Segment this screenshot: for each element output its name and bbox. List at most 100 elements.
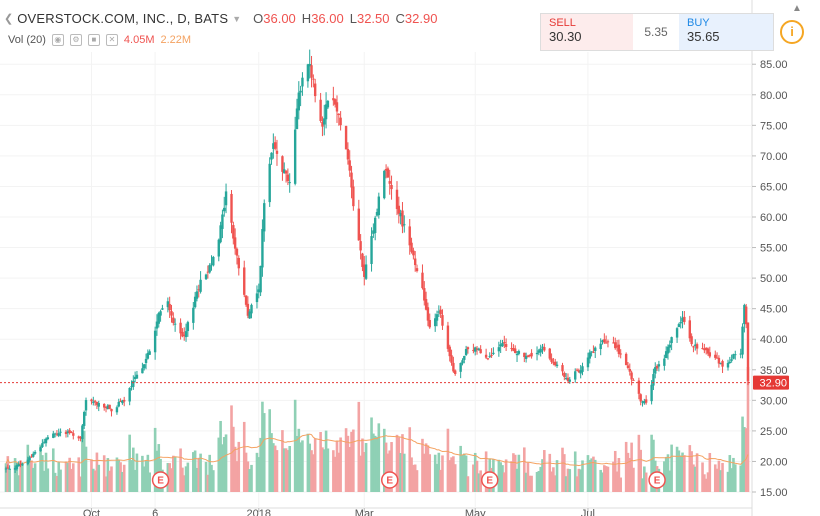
volume-bar <box>715 468 719 492</box>
candle-body <box>268 163 271 203</box>
candle-body <box>683 316 686 323</box>
volume-bar <box>477 473 481 492</box>
volume-bar <box>437 452 441 492</box>
source-icon[interactable]: ■ <box>87 34 100 46</box>
volume-bar <box>552 467 555 492</box>
candle-body <box>84 400 88 411</box>
candle-body <box>193 296 197 308</box>
open-value: 36.00 <box>263 11 296 26</box>
price-axis[interactable]: 15.00 20.00 25.00 30.00 35.00 40.00 45.00 50.00… <box>752 59 788 499</box>
volume-bar <box>364 443 368 492</box>
earnings-marker[interactable]: E <box>481 471 499 489</box>
candle-body <box>59 431 62 433</box>
earnings-marker[interactable]: E <box>151 471 170 489</box>
last-price-label: 32.90 <box>753 375 789 390</box>
eye-icon[interactable]: ◉ <box>51 34 64 46</box>
candle-body <box>123 399 126 402</box>
volume-bar <box>733 464 737 492</box>
candle-body <box>148 351 151 355</box>
candle-body <box>4 468 8 470</box>
volume-bar <box>53 472 57 492</box>
candle-body <box>464 349 468 356</box>
candle-body <box>492 352 495 355</box>
candle-body <box>370 236 373 264</box>
y-tick-label: 60.00 <box>760 212 788 224</box>
candle-body <box>397 205 401 214</box>
candle-body <box>115 407 119 413</box>
candle-body <box>555 364 559 367</box>
volume-bar <box>362 452 366 492</box>
volume-bar <box>643 466 646 492</box>
volume-bar <box>466 476 470 492</box>
collapse-legend-icon[interactable]: ❮ <box>4 13 14 25</box>
collapse-chevron-icon[interactable]: ▲ <box>792 3 802 14</box>
candle-body <box>33 451 37 454</box>
candle-body <box>26 459 30 465</box>
close-icon[interactable]: ✕ <box>105 34 118 46</box>
trade-panel: SELL 30.30 5.35 BUY 35.65 <box>540 13 774 51</box>
symbol-title[interactable]: OVERSTOCK.COM, INC., D, BATS <box>17 11 229 26</box>
candle-body <box>679 321 682 324</box>
candle-body <box>313 83 317 97</box>
settings-icon[interactable]: ⚙ <box>69 34 82 46</box>
candle-body <box>135 374 139 379</box>
candle-body <box>539 348 542 353</box>
buy-button[interactable]: BUY 35.65 <box>679 14 773 50</box>
volume-bar <box>257 457 261 492</box>
candle-body <box>97 403 100 407</box>
candle-body <box>223 207 226 212</box>
volume-bar <box>628 457 632 492</box>
volume-bar <box>157 444 161 492</box>
candle-body <box>715 357 719 359</box>
volume-bar <box>706 472 710 492</box>
candle-body <box>153 330 157 353</box>
volume-bar <box>624 441 628 492</box>
volume-bar <box>282 448 286 492</box>
candle-body <box>586 357 590 368</box>
volume-bar <box>415 470 419 492</box>
volume-bar <box>639 449 643 492</box>
volume-bar <box>261 401 264 492</box>
candle-body <box>664 351 668 358</box>
candle-body <box>543 347 546 351</box>
volume-bar <box>250 464 253 492</box>
candle-body <box>548 348 551 359</box>
candle-body <box>132 380 135 387</box>
symbol-dropdown-icon[interactable]: ▼ <box>232 13 242 24</box>
candle-body <box>41 443 44 447</box>
candle-body <box>435 314 439 321</box>
candle-body <box>79 437 82 439</box>
volume-bar <box>553 475 557 492</box>
candle-body <box>624 353 628 366</box>
volume-bar <box>184 466 188 492</box>
candle-body <box>437 311 441 313</box>
volume-bar <box>79 476 82 492</box>
candle-body <box>208 265 211 273</box>
volume-bar <box>77 457 81 492</box>
volume-bar <box>497 459 501 492</box>
volume-bar <box>726 471 730 492</box>
sell-button[interactable]: SELL 30.30 <box>541 14 633 50</box>
volume-bar <box>104 476 108 492</box>
candle-body <box>57 433 60 436</box>
earnings-marker[interactable]: E <box>648 471 666 489</box>
volume-bar <box>97 464 101 492</box>
volume-bar <box>541 459 544 492</box>
volume-bar <box>148 472 151 492</box>
earnings-marker[interactable]: E <box>380 471 399 489</box>
volume-label[interactable]: Vol (20) <box>8 34 46 46</box>
time-axis[interactable]: Oct 6 2018 Mar May Jul <box>83 508 595 516</box>
candle-body <box>206 271 210 273</box>
candle-body <box>463 355 466 360</box>
candle-body <box>173 323 177 325</box>
info-icon[interactable]: i <box>780 20 804 44</box>
candle-body <box>695 344 699 349</box>
candle-body <box>361 253 364 267</box>
volume-bar <box>666 454 670 492</box>
volume-bar <box>526 462 530 492</box>
volume-bar <box>577 468 581 492</box>
volume-bar <box>8 468 11 492</box>
volume-bar <box>435 463 439 492</box>
